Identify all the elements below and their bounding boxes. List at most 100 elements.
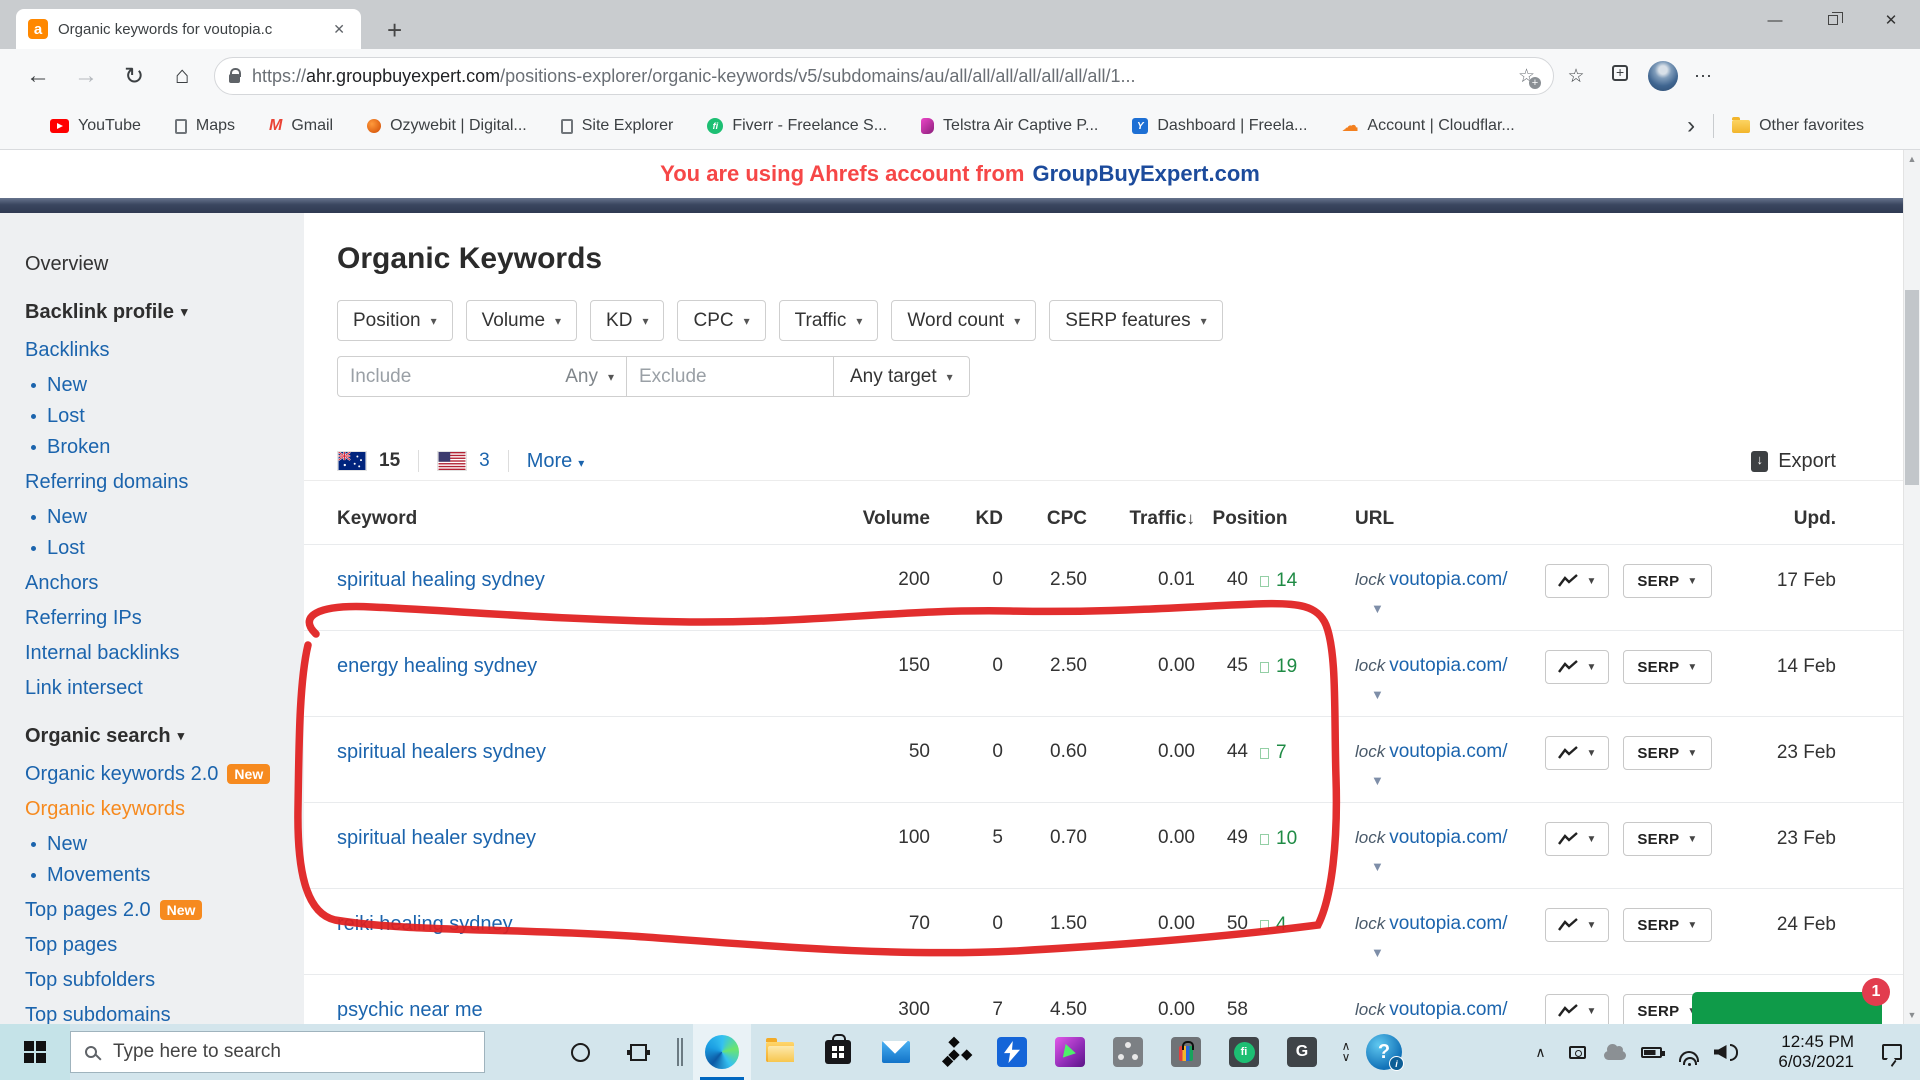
snip-icon[interactable] bbox=[1559, 1024, 1596, 1080]
forward-button[interactable]: → bbox=[74, 62, 98, 89]
share-app-icon[interactable] bbox=[1099, 1024, 1157, 1080]
exclude-filter[interactable] bbox=[626, 356, 834, 397]
sidebar-item[interactable]: Overview bbox=[25, 251, 294, 277]
url-expand-icon[interactable]: ▼ bbox=[1371, 945, 1384, 960]
add-favorite-icon[interactable]: ☆ bbox=[1514, 65, 1542, 89]
url-expand-icon[interactable]: ▼ bbox=[1371, 601, 1384, 616]
cloudflare-icon[interactable]: Account | Cloudflar... bbox=[1341, 116, 1514, 136]
help-icon[interactable] bbox=[1361, 1024, 1407, 1080]
sidebar-item[interactable]: Referring IPs bbox=[25, 605, 294, 631]
sidebar-item[interactable]: Organic keywords 2.0 New bbox=[25, 761, 294, 787]
filter-button[interactable]: Position ▾ bbox=[337, 300, 453, 341]
col-traffic[interactable]: Traffic↓ bbox=[1129, 508, 1195, 529]
keyword-link[interactable]: psychic near me bbox=[337, 999, 483, 1021]
sidebar-item[interactable]: New bbox=[25, 504, 294, 530]
browser-tab[interactable]: a Organic keywords for voutopia.c ✕ bbox=[16, 9, 361, 49]
keyword-link[interactable]: energy healing sydney bbox=[337, 655, 538, 677]
url-expand-icon[interactable]: ▼ bbox=[1371, 773, 1384, 788]
taskbar-clock[interactable]: 12:45 PM 6/03/2021 bbox=[1758, 1032, 1854, 1072]
url-link[interactable]: voutopia.com/ bbox=[1389, 569, 1508, 590]
sidebar-item[interactable]: Backlink profile ▾ bbox=[25, 299, 294, 325]
au-flag-icon[interactable] bbox=[337, 451, 367, 471]
exclude-input[interactable] bbox=[639, 365, 821, 388]
settings-menu-icon[interactable]: ⋯ bbox=[1694, 65, 1714, 86]
telstra-icon[interactable]: Telstra Air Captive P... bbox=[921, 117, 1098, 135]
onedrive-icon[interactable] bbox=[1596, 1024, 1633, 1080]
col-position[interactable]: Position bbox=[1212, 508, 1288, 529]
sidebar-item[interactable]: Movements bbox=[25, 862, 294, 888]
sidebar-item[interactable]: Anchors bbox=[25, 570, 294, 596]
keyword-link[interactable]: spiritual healing sydney bbox=[337, 569, 545, 591]
col-volume[interactable]: Volume bbox=[862, 508, 930, 529]
address-bar[interactable]: https://ahr.groupbuyexpert.com/positions… bbox=[214, 57, 1554, 95]
more-countries-dropdown[interactable]: More ▾ bbox=[526, 449, 585, 472]
au-keyword-count[interactable]: 15 bbox=[379, 450, 401, 471]
scroll-down-icon[interactable]: ▼ bbox=[1907, 1010, 1917, 1020]
sidebar-item[interactable]: Lost bbox=[25, 403, 294, 429]
include-filter[interactable]: Any ▾ bbox=[337, 356, 627, 397]
chat-widget[interactable]: Online 1 bbox=[1692, 978, 1890, 1024]
serp-button[interactable]: SERP ▼ bbox=[1623, 908, 1712, 942]
start-button[interactable] bbox=[0, 1024, 70, 1080]
battery-icon[interactable] bbox=[1633, 1024, 1670, 1080]
home-button[interactable]: ⌂ bbox=[174, 62, 190, 89]
keyword-link[interactable]: reiki healing sydney bbox=[337, 913, 513, 935]
collections-icon[interactable] bbox=[1598, 64, 1642, 87]
page-scrollbar[interactable]: ▲ ▼ bbox=[1903, 150, 1920, 1024]
export-button[interactable]: Export bbox=[1751, 450, 1836, 473]
sidebar-item[interactable]: Top pages bbox=[25, 932, 294, 958]
sidebar-item[interactable]: New bbox=[25, 831, 294, 857]
page-icon[interactable]: Site Explorer bbox=[560, 117, 673, 135]
serp-button[interactable]: SERP ▼ bbox=[1623, 822, 1712, 856]
position-history-button[interactable]: ▼ bbox=[1545, 908, 1609, 942]
include-input[interactable] bbox=[350, 365, 556, 388]
tab-close-icon[interactable]: ✕ bbox=[333, 20, 345, 37]
bookmarks-overflow-icon[interactable]: › bbox=[1687, 112, 1696, 139]
sidebar-item[interactable]: Organic search ▾ bbox=[25, 723, 294, 749]
other-favorites-button[interactable]: Other favorites bbox=[1732, 116, 1864, 135]
filter-button[interactable]: Volume ▾ bbox=[465, 300, 578, 341]
scrollbar-thumb[interactable] bbox=[1905, 290, 1919, 485]
youtube-icon[interactable]: YouTube bbox=[50, 117, 141, 135]
sidebar-item[interactable]: Broken bbox=[25, 434, 294, 460]
taskbar-search[interactable]: Type here to search bbox=[70, 1031, 485, 1073]
url-link[interactable]: voutopia.com/ bbox=[1389, 913, 1508, 934]
shopping-app-icon[interactable] bbox=[1157, 1024, 1215, 1080]
page-icon[interactable]: Maps bbox=[174, 117, 235, 135]
cortana-icon[interactable] bbox=[551, 1024, 609, 1080]
url-expand-icon[interactable]: ▼ bbox=[1371, 687, 1384, 702]
keyword-link[interactable]: spiritual healers sydney bbox=[337, 741, 546, 763]
serp-button[interactable]: SERP ▼ bbox=[1623, 650, 1712, 684]
position-history-button[interactable]: ▼ bbox=[1545, 564, 1609, 598]
window-restore-button[interactable] bbox=[1804, 0, 1862, 40]
sidebar-item[interactable]: Backlinks bbox=[25, 337, 294, 363]
filter-button[interactable]: Word count ▾ bbox=[891, 300, 1037, 341]
position-history-button[interactable]: ▼ bbox=[1545, 650, 1609, 684]
serp-button[interactable]: SERP ▼ bbox=[1623, 564, 1712, 598]
task-view-icon[interactable] bbox=[609, 1024, 667, 1080]
wifi-icon[interactable] bbox=[1670, 1024, 1707, 1080]
us-keyword-count[interactable]: 3 bbox=[479, 450, 490, 471]
any-target-dropdown[interactable]: Any target ▾ bbox=[833, 356, 970, 397]
globe-icon[interactable]: Ozywebit | Digital... bbox=[367, 117, 527, 135]
url-link[interactable]: voutopia.com/ bbox=[1389, 999, 1508, 1020]
sidebar-item[interactable]: Top subdomains bbox=[25, 1002, 294, 1024]
position-history-button[interactable]: ▼ bbox=[1545, 822, 1609, 856]
window-minimize-button[interactable]: — bbox=[1767, 11, 1783, 29]
hidden-icons-chevron[interactable]: ∧ bbox=[1535, 1043, 1546, 1060]
separator-icon[interactable] bbox=[667, 1024, 693, 1080]
mail-icon[interactable] bbox=[867, 1024, 925, 1080]
filter-button[interactable]: KD ▾ bbox=[590, 300, 665, 341]
filter-button[interactable]: CPC ▾ bbox=[677, 300, 766, 341]
sidebar-item[interactable]: Top pages 2.0 New bbox=[25, 897, 294, 923]
g-app-icon[interactable] bbox=[1273, 1024, 1331, 1080]
new-tab-button[interactable]: + bbox=[387, 15, 403, 45]
col-upd[interactable]: Upd. bbox=[1793, 508, 1836, 529]
keyword-link[interactable]: spiritual healer sydney bbox=[337, 827, 536, 849]
lightning-app-icon[interactable] bbox=[983, 1024, 1041, 1080]
position-history-button[interactable]: ▼ bbox=[1545, 994, 1609, 1024]
url-expand-icon[interactable]: ▼ bbox=[1371, 859, 1384, 874]
file-explorer-icon[interactable] bbox=[751, 1024, 809, 1080]
position-history-button[interactable]: ▼ bbox=[1545, 736, 1609, 770]
media-app-icon[interactable] bbox=[1041, 1024, 1099, 1080]
